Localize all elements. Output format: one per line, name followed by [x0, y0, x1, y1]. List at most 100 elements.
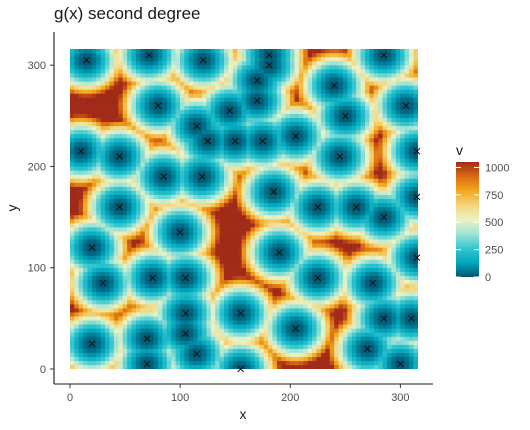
heatmap-cell	[224, 316, 229, 321]
heatmap-cell	[334, 210, 339, 216]
heatmap-cell	[149, 52, 154, 58]
heatmap-cell	[184, 356, 190, 362]
heatmap-cell	[285, 129, 291, 135]
heatmap-cell	[109, 170, 115, 175]
heatmap-cell	[224, 154, 229, 159]
heatmap-cell	[263, 231, 269, 236]
heatmap-cell	[268, 328, 273, 333]
heatmap-cell	[96, 93, 101, 98]
heatmap-cell	[100, 299, 106, 305]
heatmap-cell	[263, 223, 269, 228]
heatmap-cell	[78, 56, 84, 62]
heatmap-cell	[193, 344, 198, 349]
heatmap-cell	[162, 283, 168, 289]
heatmap-cell	[329, 146, 335, 151]
heatmap-cell	[118, 109, 124, 114]
heatmap-cell	[179, 198, 185, 204]
heatmap-cell	[329, 56, 335, 62]
heatmap-cell	[338, 182, 344, 187]
heatmap-cell	[219, 77, 225, 82]
heatmap-cell	[210, 97, 216, 102]
heatmap-cell	[224, 85, 229, 90]
heatmap-cell	[307, 299, 313, 305]
heatmap-cell	[131, 49, 137, 54]
heatmap-cell	[307, 364, 313, 369]
heatmap-cell	[232, 291, 238, 297]
heatmap-cell	[342, 231, 348, 236]
heatmap-cell	[329, 247, 335, 252]
heatmap-cell	[254, 109, 260, 114]
heatmap-cell	[96, 271, 101, 276]
heatmap-cell	[96, 287, 101, 293]
heatmap-cell	[290, 259, 295, 264]
heatmap-cell	[149, 101, 154, 106]
heatmap-cell	[206, 194, 212, 200]
heatmap-cell	[268, 263, 273, 268]
heatmap-cell	[325, 133, 331, 139]
heatmap-cell	[197, 81, 203, 86]
heatmap-cell	[175, 97, 181, 102]
heatmap-cell	[294, 81, 300, 86]
heatmap-cell	[135, 360, 141, 366]
heatmap-cell	[113, 77, 119, 82]
heatmap-cell	[215, 133, 220, 139]
heatmap-cell	[140, 251, 146, 256]
heatmap-cell	[276, 275, 282, 281]
heatmap-cell	[206, 364, 212, 369]
heatmap-cell	[162, 73, 168, 78]
heatmap-cell	[285, 267, 291, 272]
heatmap-cell	[228, 291, 234, 297]
heatmap-cell	[224, 49, 229, 54]
heatmap-cell	[290, 93, 295, 98]
heatmap-cell	[281, 247, 286, 252]
heatmap-cell	[285, 56, 291, 62]
heatmap-cell	[78, 235, 84, 240]
heatmap-cell	[276, 101, 282, 106]
heatmap-cell	[96, 81, 101, 86]
heatmap-cell	[259, 344, 264, 349]
heatmap-cell	[250, 166, 256, 171]
heatmap-cell	[140, 291, 146, 297]
heatmap-cell	[307, 81, 313, 86]
heatmap-cell	[320, 227, 326, 232]
heatmap-cell	[246, 150, 251, 155]
heatmap-cell	[250, 158, 256, 163]
heatmap-cell	[109, 352, 115, 357]
heatmap-cell	[254, 364, 260, 369]
heatmap-cell	[250, 170, 256, 175]
heatmap-cell	[338, 56, 344, 62]
heatmap-cell	[122, 49, 128, 54]
heatmap-cell	[83, 263, 88, 268]
heatmap-cell	[303, 287, 309, 293]
heatmap-cell	[224, 206, 229, 212]
heatmap-cell	[149, 49, 154, 54]
heatmap-cell	[166, 206, 172, 212]
heatmap-cell	[188, 328, 194, 333]
heatmap-cell	[70, 356, 75, 362]
heatmap-cell	[193, 263, 198, 268]
heatmap-cell	[215, 178, 220, 183]
heatmap-cell	[157, 52, 163, 58]
heatmap-cell	[171, 251, 176, 256]
heatmap-cell	[135, 150, 141, 155]
heatmap-cell	[127, 113, 132, 119]
heatmap-cell	[70, 97, 75, 102]
heatmap-cell	[184, 52, 190, 58]
heatmap-cell	[254, 61, 260, 66]
heatmap-cell	[91, 85, 97, 90]
heatmap-cell	[188, 202, 194, 208]
heatmap-cell	[70, 214, 75, 220]
heatmap-cell	[290, 65, 295, 70]
heatmap-cell	[140, 194, 146, 200]
heatmap-cell	[188, 332, 194, 337]
heatmap-cell	[127, 125, 132, 131]
heatmap-cell	[290, 206, 295, 212]
heatmap-cell	[259, 52, 264, 58]
heatmap-cell	[298, 150, 304, 155]
heatmap-cell	[157, 158, 163, 163]
heatmap-cell	[232, 69, 238, 74]
heatmap-cell	[210, 316, 216, 321]
heatmap-cell	[127, 214, 132, 220]
heatmap-cell	[193, 214, 198, 220]
heatmap-cell	[118, 308, 124, 313]
